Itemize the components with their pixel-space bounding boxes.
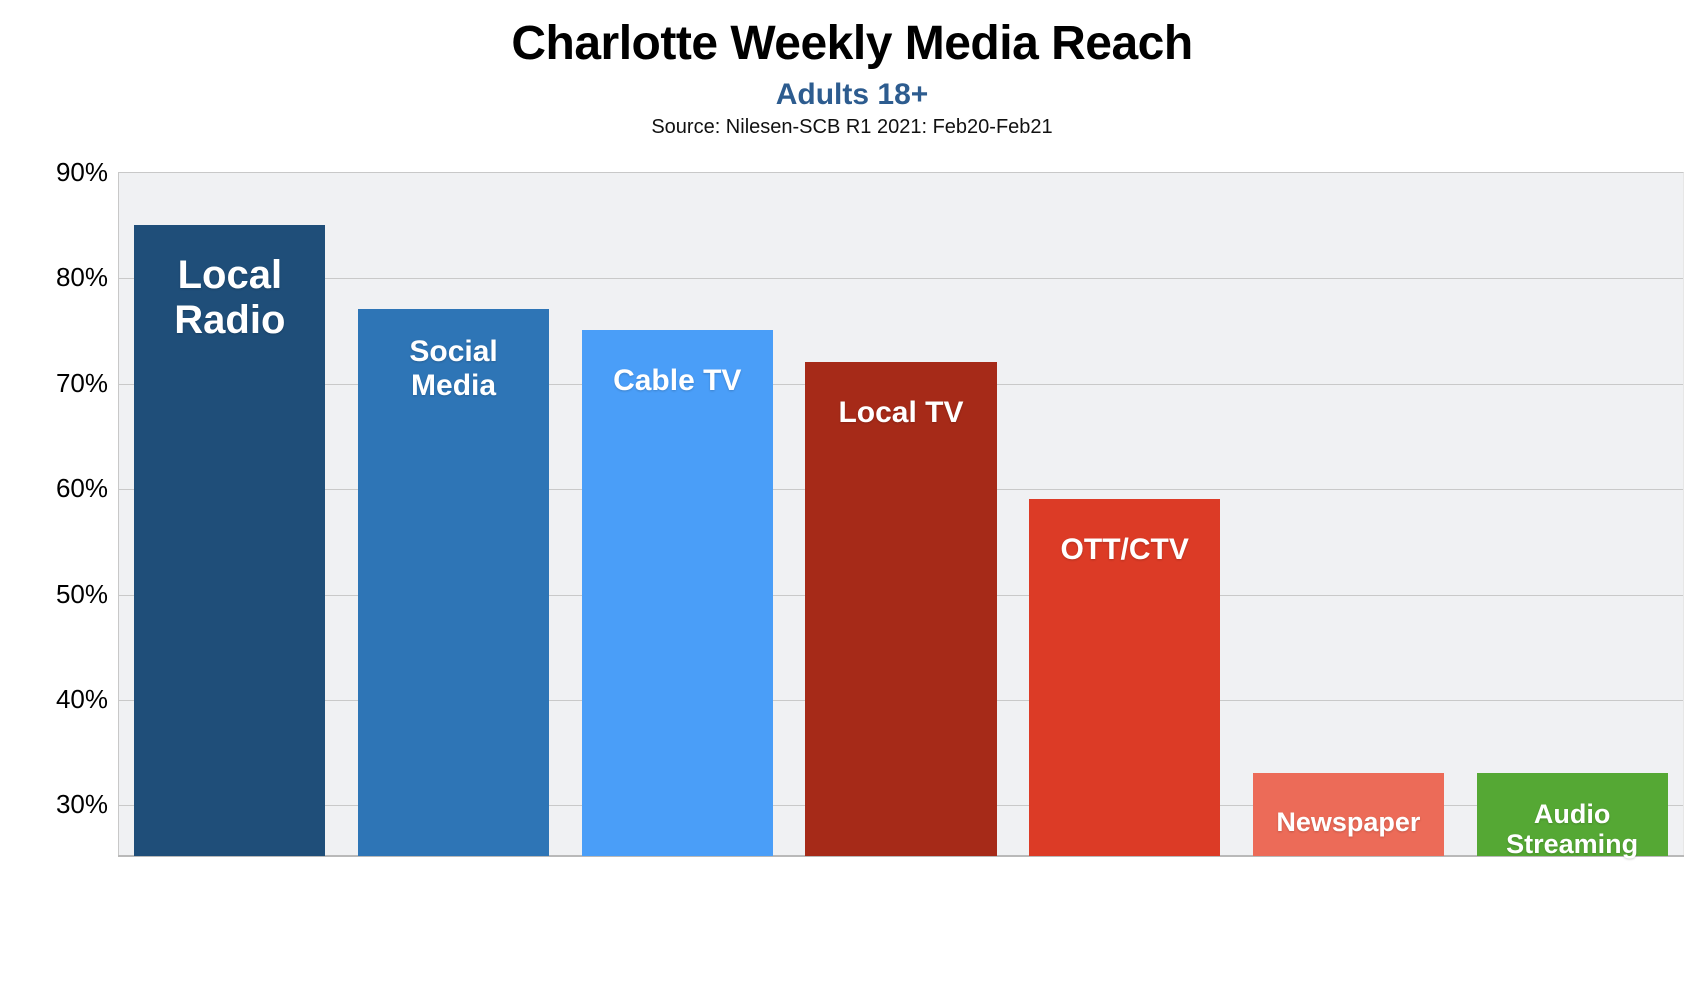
y-axis-tick-label: 50% <box>55 578 108 609</box>
bar-label: Newspaper <box>1276 806 1421 837</box>
gridline <box>119 278 1683 280</box>
chart-source-note: Source: Nilesen-SCB R1 2021: Feb20-Feb21 <box>651 115 1053 138</box>
bar[interactable]: Local TV <box>805 361 997 856</box>
bar-label: OTT/CTV <box>1060 532 1189 566</box>
bar[interactable]: Cable TV <box>581 330 773 856</box>
y-axis-tick-label: 90% <box>55 157 108 187</box>
bar[interactable]: Local Radio <box>134 224 326 856</box>
y-axis: 90% 80% 70% 60% 50% 40% 30% <box>0 0 108 992</box>
bar-label: Audio Streaming <box>1506 798 1639 860</box>
y-axis-tick-label: 80% <box>55 262 108 293</box>
y-axis-tick-label: 60% <box>55 473 108 504</box>
bar[interactable]: Social Media <box>357 309 550 856</box>
bar-label: Local TV <box>838 395 964 429</box>
y-axis-tick-label: 30% <box>55 789 108 820</box>
bar[interactable]: OTT/CTV <box>1029 498 1221 856</box>
bar-label: Social Media <box>409 335 498 402</box>
bars-layer: Local Radio Social Media Cable TV Local TV O… <box>118 172 1684 859</box>
y-axis-tick-label: 70% <box>55 367 108 398</box>
bar[interactable]: Newspaper <box>1252 772 1445 856</box>
bar-label: Cable TV <box>613 364 742 398</box>
x-axis-baseline <box>118 855 1684 857</box>
chart-subtitle: Adults 18+ <box>775 77 929 111</box>
y-axis-tick-label: 40% <box>55 683 108 714</box>
bar[interactable]: Audio Streaming <box>1476 772 1668 859</box>
chart-title: Charlotte Weekly Media Reach <box>511 17 1193 70</box>
bar-label: Local Radio <box>174 252 286 342</box>
chart-header: Charlotte Weekly Media Reach Adults 18+ … <box>0 18 1704 138</box>
